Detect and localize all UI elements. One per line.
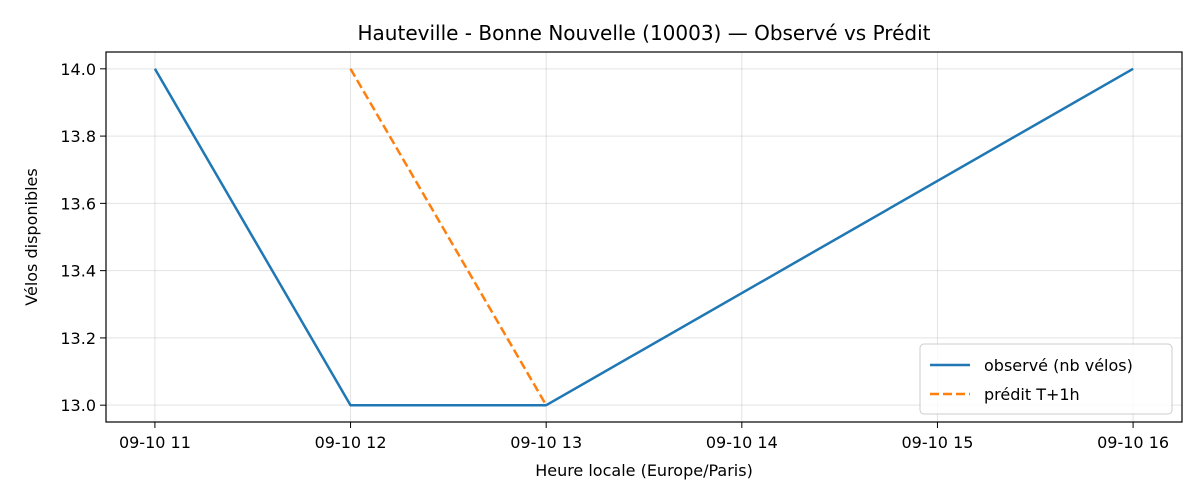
series-layer <box>153 67 1134 407</box>
y-tick-label: 13.0 <box>60 396 96 415</box>
y-axis: 13.0 13.2 13.4 13.6 13.8 14.0 <box>60 60 106 415</box>
series-line-observe <box>153 67 1134 407</box>
x-tick-label: 09-10 13 <box>510 433 582 452</box>
x-axis-label: Heure locale (Europe/Paris) <box>535 461 753 480</box>
x-tick-label: 09-10 14 <box>706 433 778 452</box>
y-tick-label: 13.8 <box>60 127 96 146</box>
y-axis-label: Vélos disponibles <box>22 168 41 305</box>
legend-label-predit: prédit T+1h <box>984 385 1080 404</box>
legend: observé (nb vélos) prédit T+1h <box>919 343 1173 415</box>
x-tick-label: 09-10 15 <box>901 433 973 452</box>
x-tick-label: 09-10 16 <box>1097 433 1169 452</box>
plot-frame <box>105 51 1183 423</box>
y-tick-label: 14.0 <box>60 60 96 79</box>
legend-label-observe: observé (nb vélos) <box>984 356 1133 375</box>
x-axis: 09-10 11 09-10 12 09-10 13 09-10 14 09-10 15… <box>119 422 1169 452</box>
y-tick-label: 13.4 <box>60 262 96 281</box>
x-tick-label: 09-10 11 <box>119 433 191 452</box>
chart-title: Hauteville - Bonne Nouvelle (10003) — Ob… <box>358 21 931 45</box>
series-line-predit <box>349 68 548 406</box>
grid <box>106 52 1182 422</box>
y-tick-label: 13.2 <box>60 329 96 348</box>
x-tick-label: 09-10 12 <box>315 433 387 452</box>
y-tick-label: 13.6 <box>60 194 96 213</box>
legend-box <box>919 343 1173 415</box>
